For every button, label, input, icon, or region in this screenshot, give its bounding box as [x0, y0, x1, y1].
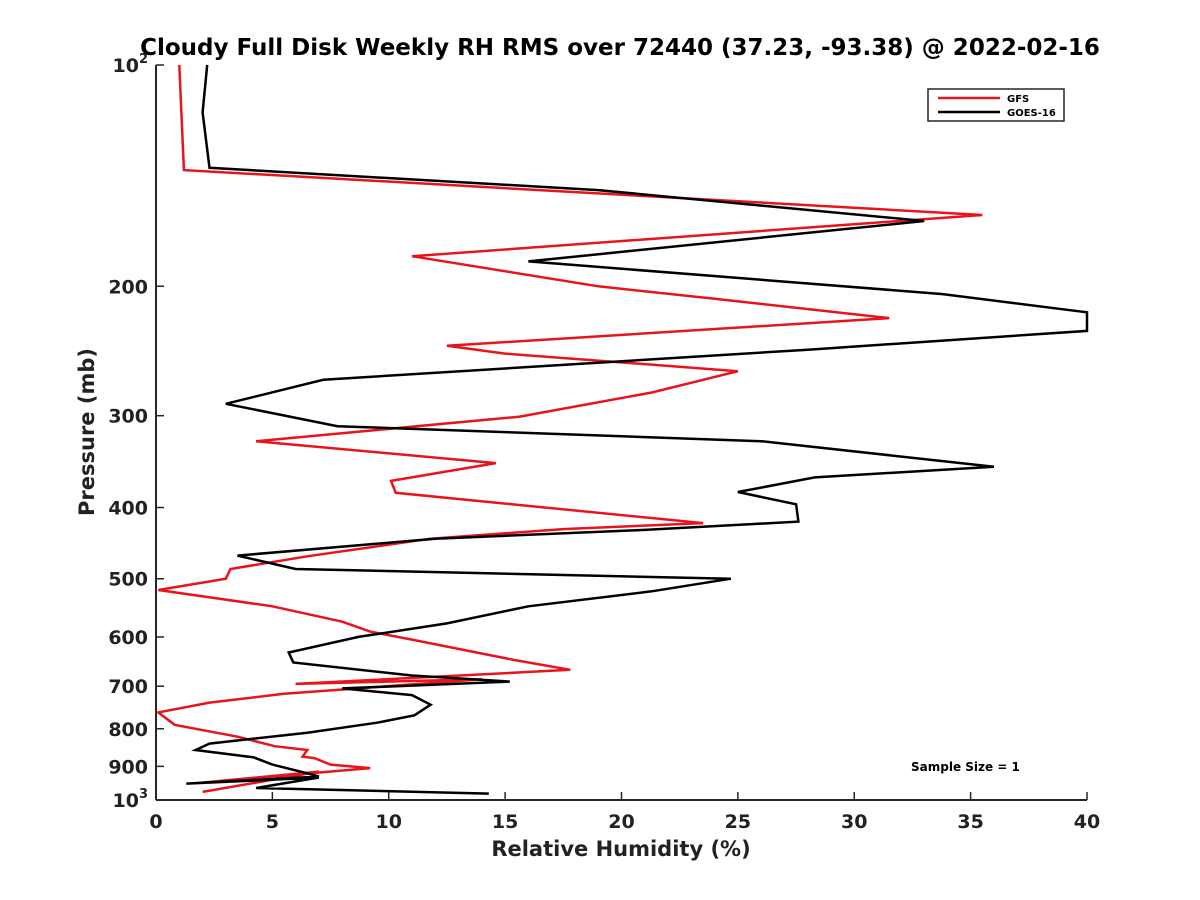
- x-tick-label: 10: [376, 811, 402, 833]
- chart-title: Cloudy Full Disk Weekly RH RMS over 7244…: [140, 35, 1100, 61]
- series-lines: [155, 64, 1089, 795]
- y-tick-label: 300: [108, 406, 148, 428]
- x-tick-label: 5: [266, 811, 279, 833]
- x-tick-label: 30: [841, 811, 867, 833]
- y-tick-label: 103: [113, 787, 149, 812]
- y-tick-label: 400: [108, 498, 148, 520]
- y-tick-label: 700: [108, 676, 148, 698]
- x-tick-label: 15: [492, 811, 518, 833]
- y-tick-label: 102: [113, 52, 149, 77]
- legend-label: GOES-16: [1007, 108, 1056, 119]
- x-ticks: 0 5 10 15 20 25 30 35 40: [149, 792, 1100, 833]
- y-tick-label: 800: [108, 719, 148, 741]
- x-tick-label: 0: [149, 811, 162, 833]
- legend-label: GFS: [1007, 94, 1029, 105]
- y-axis-label: Pressure (mb): [75, 348, 99, 516]
- x-tick-label: 20: [608, 811, 634, 833]
- y-tick-label: 200: [108, 276, 148, 298]
- x-tick-label: 25: [725, 811, 751, 833]
- y-tick-label: 900: [108, 756, 148, 778]
- legend-box: [927, 88, 1065, 122]
- y-tick-label: 500: [108, 569, 148, 591]
- legend: GFS GOES-16: [927, 88, 1065, 122]
- series-line-goes-16: [186, 64, 1089, 795]
- x-axis-label: Relative Humidity (%): [491, 837, 750, 861]
- sample-size-annotation: Sample Size = 1: [911, 760, 1020, 774]
- x-tick-label: 40: [1074, 811, 1100, 833]
- series-line-gfs: [155, 64, 983, 794]
- x-tick-label: 35: [957, 811, 983, 833]
- y-tick-label: 600: [108, 627, 148, 649]
- y-ticks: 102 200 300 400 500 600 700 800 900 103: [108, 52, 164, 812]
